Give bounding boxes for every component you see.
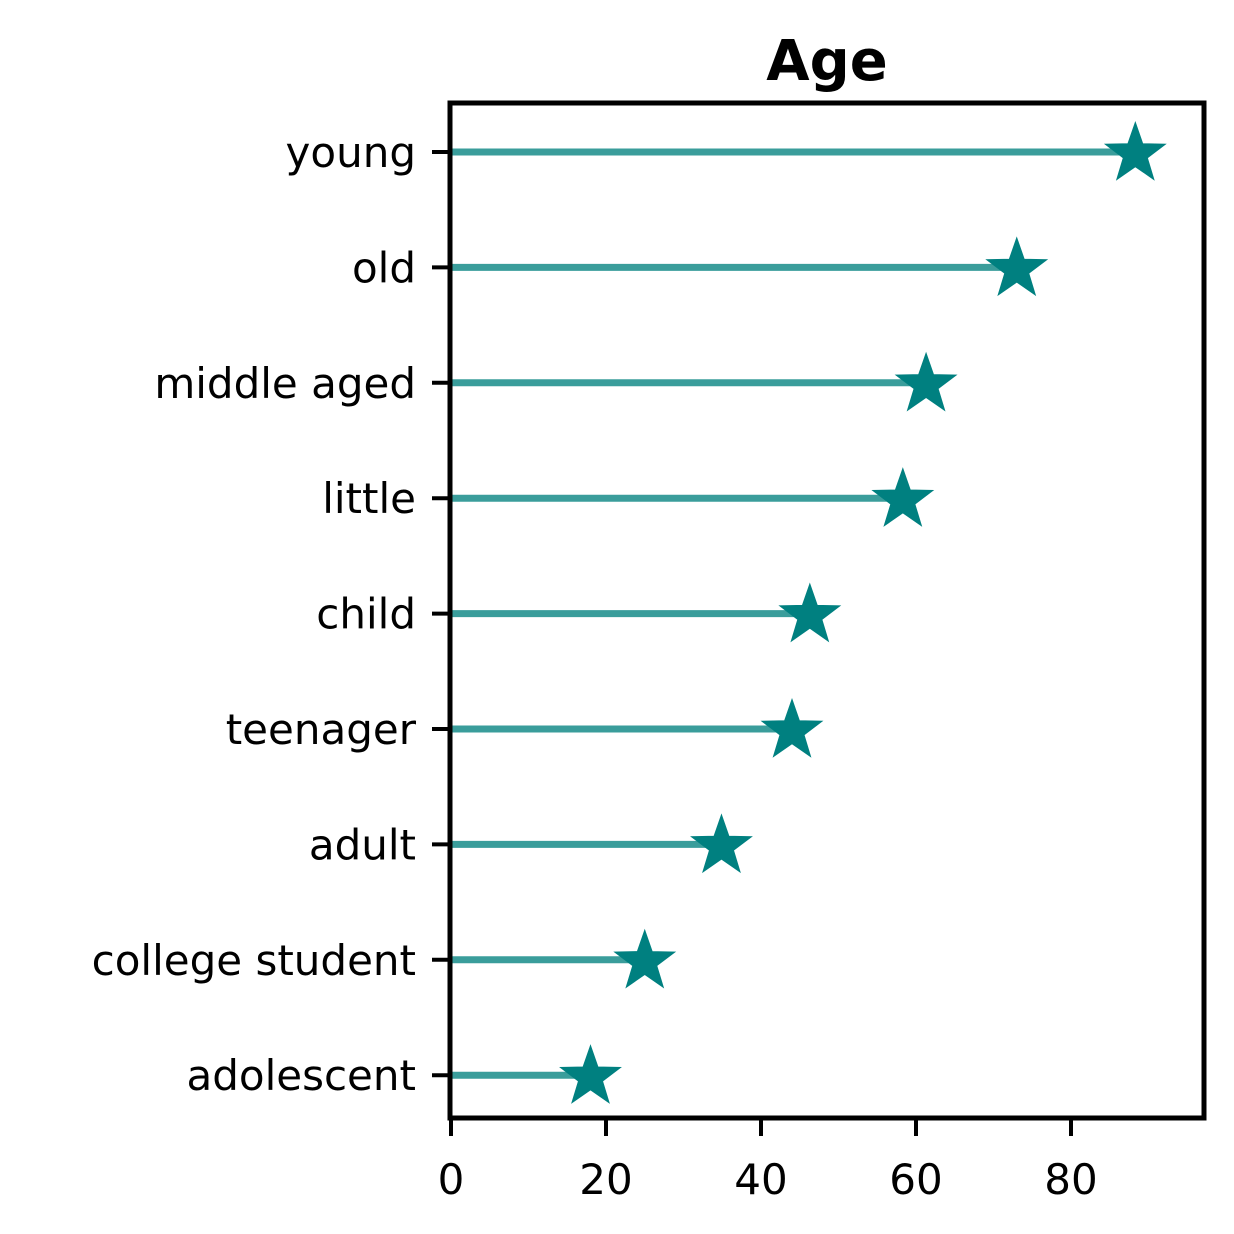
y-tick-label: middle aged xyxy=(154,359,416,408)
star-marker xyxy=(778,582,842,643)
data-marks xyxy=(451,120,1167,1104)
star-marker xyxy=(690,813,753,874)
x-tick-label: 80 xyxy=(1044,1155,1097,1204)
x-tick-label: 40 xyxy=(734,1155,787,1204)
x-tick-label: 60 xyxy=(889,1155,942,1204)
star-marker xyxy=(894,351,958,412)
y-tick-label: teenager xyxy=(226,705,417,754)
y-tick-label: adolescent xyxy=(186,1051,416,1100)
y-tick-label: college student xyxy=(92,936,416,985)
star-marker xyxy=(871,467,935,527)
plot-frame xyxy=(447,100,1207,1121)
star-marker xyxy=(985,236,1049,297)
star-marker xyxy=(760,697,824,758)
x-tick-label: 20 xyxy=(579,1155,632,1204)
y-tick-label: child xyxy=(316,590,416,639)
y-tick-label: little xyxy=(322,474,416,523)
y-axis-ticks: young old middle aged little child teenager ad… xyxy=(92,128,450,1100)
y-tick-label: young xyxy=(286,128,416,177)
y-tick-label: adult xyxy=(309,820,416,869)
y-tick-label: old xyxy=(352,243,416,292)
star-marker xyxy=(613,928,677,989)
chart-title: Age xyxy=(766,29,887,94)
x-tick-label: 0 xyxy=(438,1155,465,1204)
star-marker xyxy=(559,1044,622,1104)
star-marker xyxy=(1103,120,1167,181)
x-axis-ticks: 0 20 40 60 80 xyxy=(438,1118,1098,1204)
